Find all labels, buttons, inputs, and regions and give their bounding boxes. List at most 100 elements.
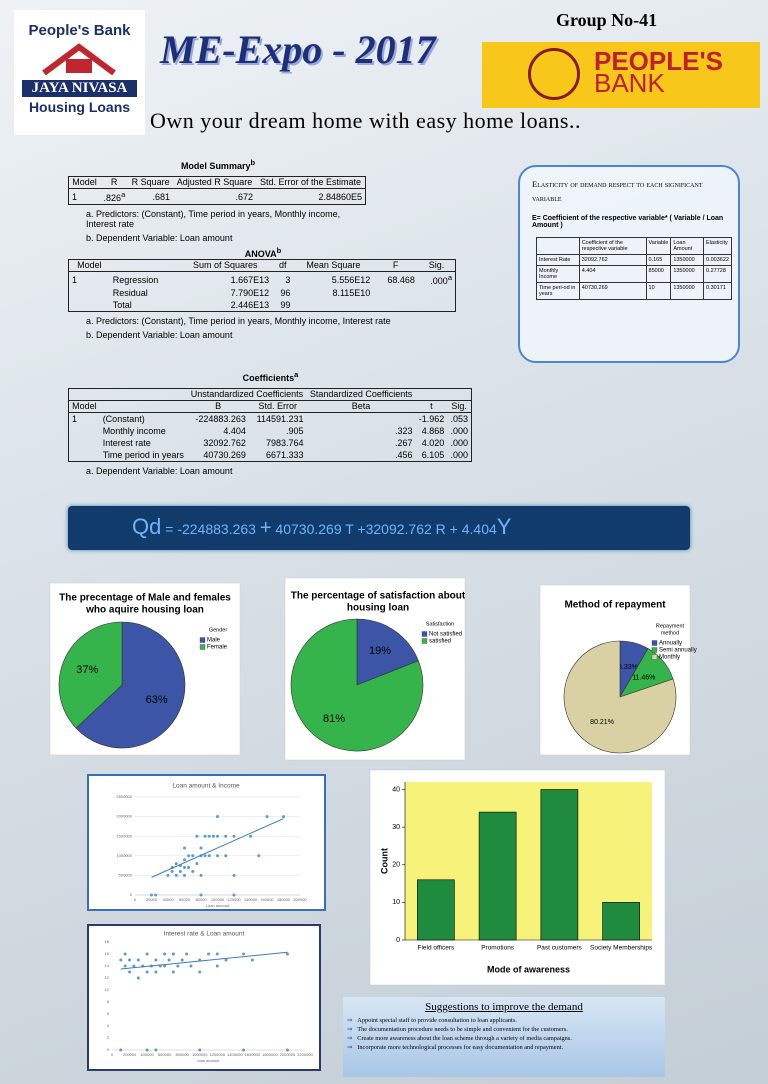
table-title: Coefficientsa [68, 370, 473, 383]
x-tick-label: Society Memberships [590, 945, 653, 952]
legend-label: Semi annually [659, 648, 697, 654]
point [170, 869, 174, 873]
point [187, 866, 191, 870]
table-cell: .000 [450, 450, 468, 460]
table-cell: Total [112, 300, 132, 310]
x-tick-label: 140000 [244, 897, 258, 902]
point [183, 873, 186, 877]
point [174, 862, 178, 866]
value-label: 37% [76, 664, 98, 676]
point [216, 854, 219, 858]
point [185, 952, 189, 956]
value-label: 80.21% [590, 719, 614, 726]
table-cell [99, 388, 188, 401]
row: Time period in years 40730.269 6671.333 .45… [69, 449, 472, 462]
y-tick-label: 12 [105, 975, 110, 980]
eq-part: Qd [132, 514, 162, 539]
point [163, 952, 167, 956]
point [250, 958, 254, 962]
x-tick-label: 400000 [140, 1052, 154, 1057]
point [215, 952, 219, 956]
row: Interest rate 32092.762 7983.764 .267 4.020.… [69, 437, 472, 449]
chart-box [87, 774, 326, 911]
table-cell [415, 388, 448, 401]
x-tick-label: 120000 [227, 897, 241, 902]
point [282, 815, 285, 819]
chart-title: The precentage of Male and females [59, 593, 231, 604]
point [215, 964, 219, 968]
table-cell: Monthly income [102, 426, 166, 436]
x-tick-label: 100000 [211, 897, 225, 902]
suggestions-title: Suggestions to improve the demand [425, 1001, 583, 1013]
x-tick-label: 20000 [146, 897, 158, 902]
suggestion: ⇒ Appoint special staff to provide consul… [347, 1017, 665, 1024]
point [207, 834, 211, 838]
tagline: Own your dream home with easy home loans… [150, 108, 581, 133]
row: Monthly income 4.404 .905 .323 4.868 .000 [69, 425, 472, 437]
bank-seal [528, 48, 580, 100]
eq-part: Y [496, 514, 512, 539]
table-cell: Std. Error of the Estimate [256, 176, 366, 189]
point [191, 854, 195, 858]
table-cell: 1 [72, 274, 78, 285]
x-axis-label: loan amount [197, 1058, 220, 1063]
table-cell: 1 [72, 414, 78, 424]
table-cell: Regression [112, 274, 159, 285]
table-cell: 7.790E12 [230, 288, 270, 298]
y-tick-label: 20 [392, 862, 400, 869]
table-note: b. Dependent Variable: Loan amount [86, 233, 233, 243]
header-row: Coefficient of the respective variable Va… [536, 237, 732, 255]
point [154, 958, 158, 962]
elasticity-box: Elasticity of demand respect to each sig… [518, 165, 740, 363]
point [191, 869, 195, 873]
point [128, 970, 132, 974]
y-tick-label: 2000000 [116, 814, 132, 819]
x-tick-label: 40000 [162, 897, 174, 902]
point [189, 964, 193, 968]
legend-label: satisfied [429, 639, 451, 645]
title-sup: a [294, 370, 299, 379]
point [242, 952, 246, 956]
chart-title: Method of repayment [564, 600, 666, 611]
table-cell [68, 388, 100, 401]
row: 1 (Constant) -224883.263 114591.231 -1.962 .0… [69, 413, 472, 426]
table-cell: Mean Square [293, 259, 374, 272]
bullet: ⇒ [347, 1044, 353, 1051]
logo-house [42, 43, 116, 76]
x-tick-label: 2200000 [297, 1052, 313, 1057]
point [136, 958, 140, 962]
value-label: 19% [369, 645, 391, 657]
legend-swatch [199, 637, 206, 643]
legend-title: method [661, 630, 679, 636]
legend-swatch [651, 647, 658, 653]
point [128, 958, 132, 962]
x-tick-label: 1000000 [192, 1052, 208, 1057]
point [183, 866, 186, 870]
point [232, 834, 236, 838]
elasticity-title: Elasticity of demand respect to each sig… [532, 179, 703, 203]
table-cell: 96 [280, 288, 291, 298]
point [187, 854, 191, 858]
bar [602, 902, 640, 941]
table-cell: 40730.269 [203, 450, 246, 460]
bank-logo: PEOPLE'S BANK [482, 42, 760, 108]
table-cell: 6.105 [421, 450, 445, 460]
table-cell: 2.84860E5 [318, 191, 362, 202]
y-tick-label: 10 [392, 899, 400, 906]
table-cell: Time period in years [102, 450, 184, 460]
chart-title: Loan amount & Income [172, 783, 240, 790]
y-axis-label: Count [379, 848, 389, 874]
header-row: Model R R Square Adjusted R Square Std. Erro… [68, 176, 366, 189]
table-cell: 5.556E12 [331, 274, 371, 285]
row: Total 2.446E13 99 [69, 299, 456, 312]
y-tick-label: 2500000 [116, 794, 132, 799]
suggestions: Suggestions to improve the demand ⇒ Appoi… [343, 997, 665, 1077]
x-tick-label: 1600000 [245, 1052, 261, 1057]
point [183, 858, 186, 862]
table-title: ANOVAb [68, 246, 458, 259]
table-cell: t [415, 400, 448, 413]
table-cell: Sig. [417, 259, 456, 272]
table-cell: R [100, 176, 129, 189]
row: 1 Regression 1.667E13 3 5.556E12 68.468.000a [69, 272, 456, 288]
equation: Qd = -224883.263 + 40730.269 T +32092.76… [68, 506, 690, 550]
